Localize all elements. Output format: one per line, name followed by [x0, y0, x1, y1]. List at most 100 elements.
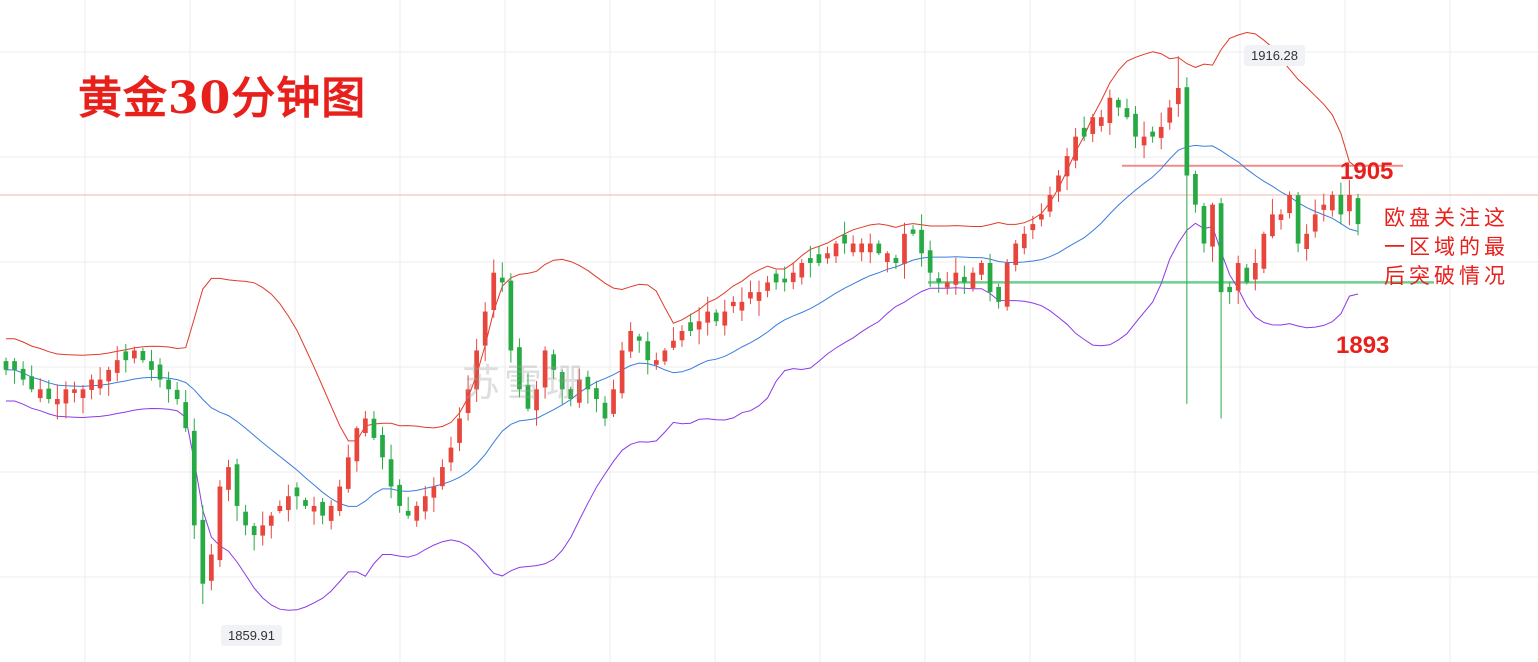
candle — [114, 346, 120, 382]
candle-body — [1175, 88, 1181, 105]
candle-body — [1244, 267, 1250, 283]
candle — [662, 348, 668, 366]
candle-body — [867, 243, 873, 253]
candle — [876, 240, 882, 256]
candle-body — [303, 500, 308, 506]
candle-body — [157, 364, 163, 380]
candle — [987, 253, 993, 302]
candle-body — [962, 276, 967, 283]
candle-body — [722, 311, 728, 326]
candle-body — [1295, 195, 1301, 244]
candle-body — [1073, 136, 1078, 161]
candle — [1133, 106, 1138, 149]
candle-body — [397, 484, 402, 506]
candle-body — [311, 505, 317, 512]
candle-body — [200, 519, 206, 584]
candle — [1098, 109, 1104, 132]
candle — [585, 370, 591, 404]
candle-body — [234, 464, 240, 506]
candle — [671, 327, 676, 351]
candle-body — [1261, 233, 1267, 269]
candle-body — [508, 280, 514, 351]
candle — [1201, 202, 1207, 253]
candle-body — [29, 376, 35, 390]
chart-title: 黄金30分钟图 — [78, 73, 367, 124]
candle — [337, 479, 343, 517]
candle — [730, 296, 736, 313]
candle-body — [1252, 262, 1258, 280]
candle-body — [191, 430, 197, 526]
candle — [645, 331, 651, 375]
candle-body — [388, 459, 394, 487]
candle — [559, 369, 565, 405]
candle-body — [380, 434, 385, 458]
candle — [808, 245, 813, 278]
candle — [1329, 191, 1335, 217]
candle — [850, 235, 856, 257]
candle-body — [517, 347, 522, 390]
candle — [260, 511, 266, 546]
candle-body — [286, 496, 291, 510]
candle-body — [20, 368, 26, 380]
candle-body — [431, 486, 437, 498]
candle-body — [859, 243, 865, 253]
candle-body — [705, 311, 711, 323]
candle — [482, 302, 488, 362]
candle-body — [756, 292, 762, 301]
candle-body — [166, 379, 171, 390]
candle — [1218, 197, 1224, 419]
candle-body — [422, 496, 428, 512]
candle-body — [12, 361, 17, 370]
candle — [1056, 170, 1061, 202]
candle-body — [748, 292, 753, 299]
candle — [790, 262, 796, 290]
candle — [756, 280, 762, 316]
candle — [371, 411, 377, 440]
candle — [1175, 56, 1181, 117]
candle — [1338, 182, 1344, 225]
candle — [979, 260, 984, 281]
candle — [936, 272, 942, 293]
candle-body — [251, 526, 257, 536]
candle-body — [790, 272, 796, 283]
candle — [679, 325, 685, 347]
candle-body — [1321, 204, 1327, 210]
candle — [277, 500, 283, 514]
candle-body — [54, 399, 60, 405]
candle-body — [123, 351, 129, 361]
candle — [1244, 263, 1250, 285]
candle-body — [3, 361, 9, 370]
candle-body — [1184, 87, 1190, 176]
candle — [431, 477, 437, 512]
candle-body — [1030, 224, 1036, 231]
candle-body — [1312, 214, 1318, 232]
candle — [859, 238, 865, 262]
candle-body — [799, 262, 805, 278]
candle-body — [1167, 107, 1173, 123]
candle-body — [619, 350, 625, 394]
candle-body — [628, 331, 634, 352]
candle-body — [277, 505, 283, 512]
candle-body — [730, 301, 736, 307]
candle-body — [816, 254, 822, 263]
candle-body — [885, 253, 890, 262]
candle-body — [1338, 194, 1344, 215]
candle-body — [833, 243, 839, 257]
low-price-tag: 1859.91 — [221, 625, 282, 646]
candle — [1235, 255, 1241, 304]
candle-body — [636, 336, 642, 341]
candle-body — [328, 505, 334, 521]
candle — [157, 358, 163, 388]
candle — [628, 322, 634, 359]
candle-body — [1210, 204, 1215, 247]
candle — [508, 273, 514, 363]
candle-body — [611, 389, 616, 414]
candle — [576, 368, 582, 408]
candle — [816, 246, 822, 267]
candle — [294, 482, 300, 510]
candle — [825, 246, 830, 264]
candle — [191, 418, 197, 539]
candle — [123, 343, 129, 373]
candle — [457, 407, 462, 452]
